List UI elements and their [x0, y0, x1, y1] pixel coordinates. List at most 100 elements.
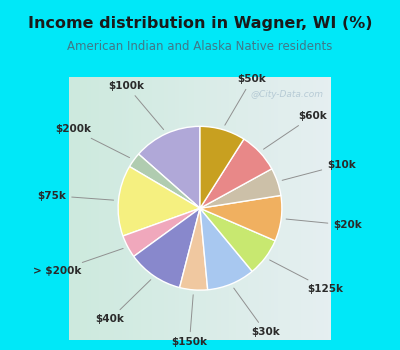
- Bar: [320, 14, 324, 350]
- Text: $40k: $40k: [96, 280, 151, 324]
- Bar: [137, 14, 141, 350]
- Bar: [156, 14, 160, 350]
- Bar: [68, 14, 72, 350]
- Bar: [378, 14, 382, 350]
- Bar: [324, 14, 328, 350]
- Bar: [256, 14, 260, 350]
- Bar: [99, 14, 103, 350]
- Bar: [11, 14, 15, 350]
- Bar: [343, 14, 348, 350]
- Text: $200k: $200k: [55, 124, 130, 158]
- Bar: [305, 14, 309, 350]
- Bar: [57, 14, 61, 350]
- Bar: [240, 14, 244, 350]
- Bar: [210, 14, 214, 350]
- Bar: [91, 14, 96, 350]
- Bar: [164, 14, 168, 350]
- Bar: [221, 14, 225, 350]
- Bar: [202, 14, 206, 350]
- Bar: [38, 14, 42, 350]
- Text: Income distribution in Wagner, WI (%): Income distribution in Wagner, WI (%): [28, 16, 372, 31]
- Bar: [198, 14, 202, 350]
- Bar: [187, 14, 191, 350]
- Bar: [309, 14, 313, 350]
- Bar: [194, 14, 198, 350]
- Wedge shape: [200, 195, 282, 241]
- Bar: [172, 14, 176, 350]
- Wedge shape: [138, 126, 200, 208]
- Bar: [259, 14, 264, 350]
- Bar: [244, 14, 248, 350]
- Wedge shape: [200, 169, 281, 208]
- Wedge shape: [200, 126, 244, 208]
- Bar: [22, 14, 27, 350]
- Bar: [126, 14, 130, 350]
- Bar: [274, 14, 279, 350]
- Bar: [229, 14, 233, 350]
- Bar: [190, 14, 195, 350]
- Bar: [374, 14, 378, 350]
- Bar: [340, 14, 344, 350]
- Bar: [294, 14, 298, 350]
- Wedge shape: [123, 208, 200, 257]
- Bar: [145, 14, 149, 350]
- Text: $20k: $20k: [286, 219, 362, 230]
- Wedge shape: [134, 208, 200, 288]
- Bar: [332, 14, 336, 350]
- Bar: [355, 14, 359, 350]
- Bar: [252, 14, 256, 350]
- Text: $10k: $10k: [282, 160, 356, 180]
- Bar: [95, 14, 99, 350]
- Bar: [88, 14, 92, 350]
- Bar: [114, 14, 118, 350]
- Bar: [278, 14, 282, 350]
- Bar: [370, 14, 374, 350]
- Wedge shape: [180, 208, 208, 290]
- Bar: [130, 14, 134, 350]
- Bar: [80, 14, 84, 350]
- Text: $150k: $150k: [172, 295, 208, 347]
- Bar: [141, 14, 145, 350]
- Text: $100k: $100k: [109, 81, 164, 130]
- Bar: [232, 14, 237, 350]
- Bar: [84, 14, 88, 350]
- Text: $75k: $75k: [37, 191, 114, 201]
- Wedge shape: [130, 154, 200, 208]
- Bar: [206, 14, 210, 350]
- Bar: [19, 14, 23, 350]
- Bar: [290, 14, 294, 350]
- Bar: [64, 14, 69, 350]
- Text: $30k: $30k: [234, 288, 280, 337]
- Text: > $200k: > $200k: [33, 248, 123, 276]
- Bar: [179, 14, 183, 350]
- Bar: [347, 14, 351, 350]
- Bar: [26, 14, 30, 350]
- Bar: [217, 14, 222, 350]
- Text: @City-Data.com: @City-Data.com: [250, 90, 323, 99]
- Bar: [301, 14, 306, 350]
- Bar: [42, 14, 46, 350]
- Bar: [168, 14, 172, 350]
- Text: American Indian and Alaska Native residents: American Indian and Alaska Native reside…: [67, 40, 333, 53]
- Bar: [183, 14, 187, 350]
- Bar: [106, 14, 111, 350]
- Bar: [122, 14, 126, 350]
- Bar: [30, 14, 34, 350]
- Bar: [385, 14, 390, 350]
- Bar: [133, 14, 138, 350]
- Bar: [362, 14, 366, 350]
- Text: $60k: $60k: [264, 111, 327, 149]
- Bar: [271, 14, 275, 350]
- Bar: [286, 14, 290, 350]
- Bar: [160, 14, 164, 350]
- Bar: [72, 14, 76, 350]
- Bar: [118, 14, 122, 350]
- Bar: [366, 14, 370, 350]
- Bar: [298, 14, 302, 350]
- Bar: [61, 14, 65, 350]
- Wedge shape: [118, 167, 200, 236]
- Bar: [313, 14, 317, 350]
- Bar: [358, 14, 363, 350]
- Bar: [76, 14, 80, 350]
- Bar: [110, 14, 114, 350]
